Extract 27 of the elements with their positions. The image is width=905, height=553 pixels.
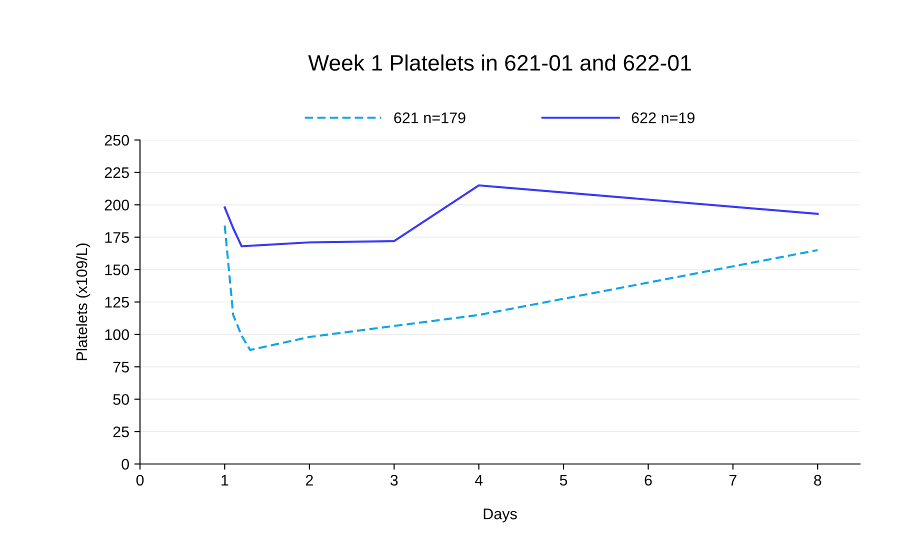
legend-label: 621 n=179 [394, 112, 466, 124]
y-axis-title: Platelets (x109/L) [76, 244, 90, 360]
y-tick-label: 200 [104, 200, 129, 210]
y-tick-label: 175 [105, 232, 129, 243]
y-tick-label: 75 [113, 362, 129, 372]
y-tick-label: 50 [113, 394, 129, 405]
chart-title: Week 1 Platelets in 621-01 and 622-01 [308, 54, 691, 71]
line-series [224, 224, 819, 351]
x-tick-label: 5 [560, 474, 568, 486]
y-tick-label: 25 [113, 426, 129, 438]
y-tick-label: 225 [104, 167, 129, 178]
x-tick-label: 1 [222, 474, 228, 486]
y-tick-label: 100 [105, 329, 129, 340]
y-tick-label: 150 [105, 264, 129, 276]
x-tick-label: 6 [644, 474, 652, 486]
x-tick-label: 2 [306, 474, 313, 486]
x-tick-label: 7 [729, 474, 736, 486]
x-tick-label: 4 [474, 474, 483, 486]
x-tick-label: 8 [814, 474, 822, 486]
line-series [224, 184, 819, 248]
x-tick-label: 3 [390, 474, 398, 486]
y-tick-label: 125 [105, 296, 129, 308]
x-tick-label: 0 [136, 474, 144, 486]
x-axis-title: Days [484, 508, 517, 522]
y-tick-label: 250 [104, 134, 129, 146]
legend-label: 622 n=19 [632, 112, 694, 124]
y-tick-label: 0 [122, 458, 129, 470]
